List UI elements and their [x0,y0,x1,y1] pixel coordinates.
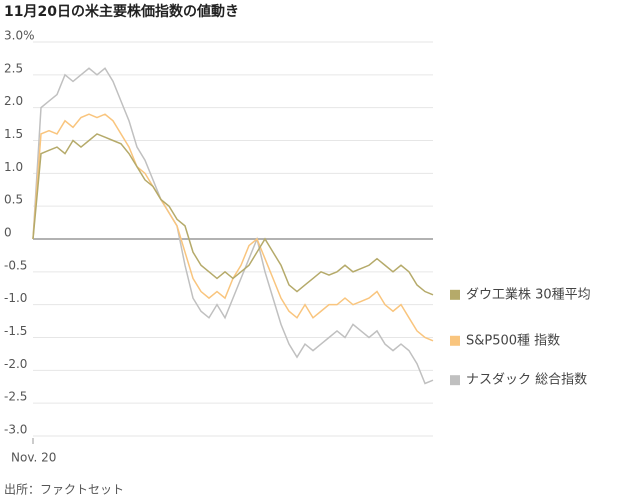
y-tick-label: 2.0 [4,94,23,108]
series-line [32,67,434,385]
legend-swatch [450,335,460,346]
y-tick-label: 1.0 [4,160,23,174]
y-tick-label: 0 [4,226,12,240]
y-tick-label: -3.0 [4,423,27,437]
series-line [32,113,434,342]
y-tick-label: -2.5 [4,390,27,404]
y-tick-label: -0.5 [4,258,27,272]
y-tick-label: -2.0 [4,357,27,371]
y-tick-label: 3.0% [4,29,35,43]
chart-title: 11月20日の米主要株価指数の値動き [4,3,239,20]
x-tick-label: Nov. 20 [11,451,56,465]
y-tick-label: 1.5 [4,127,23,141]
legend-swatch [450,375,460,386]
series-line [32,133,434,296]
y-tick-label: -1.0 [4,291,27,305]
y-tick-label: 2.5 [4,61,23,75]
source-note: 出所：ファクトセット [4,483,124,497]
y-tick-label: 0.5 [4,193,23,207]
legend-swatch [450,289,460,300]
y-tick-label: -1.5 [4,324,27,338]
legend-label: S&P500種 指数 [466,332,560,348]
legend-label: ナスダック 総合指数 [466,373,587,388]
legend-label: ダウ工業株 30種平均 [466,286,591,302]
